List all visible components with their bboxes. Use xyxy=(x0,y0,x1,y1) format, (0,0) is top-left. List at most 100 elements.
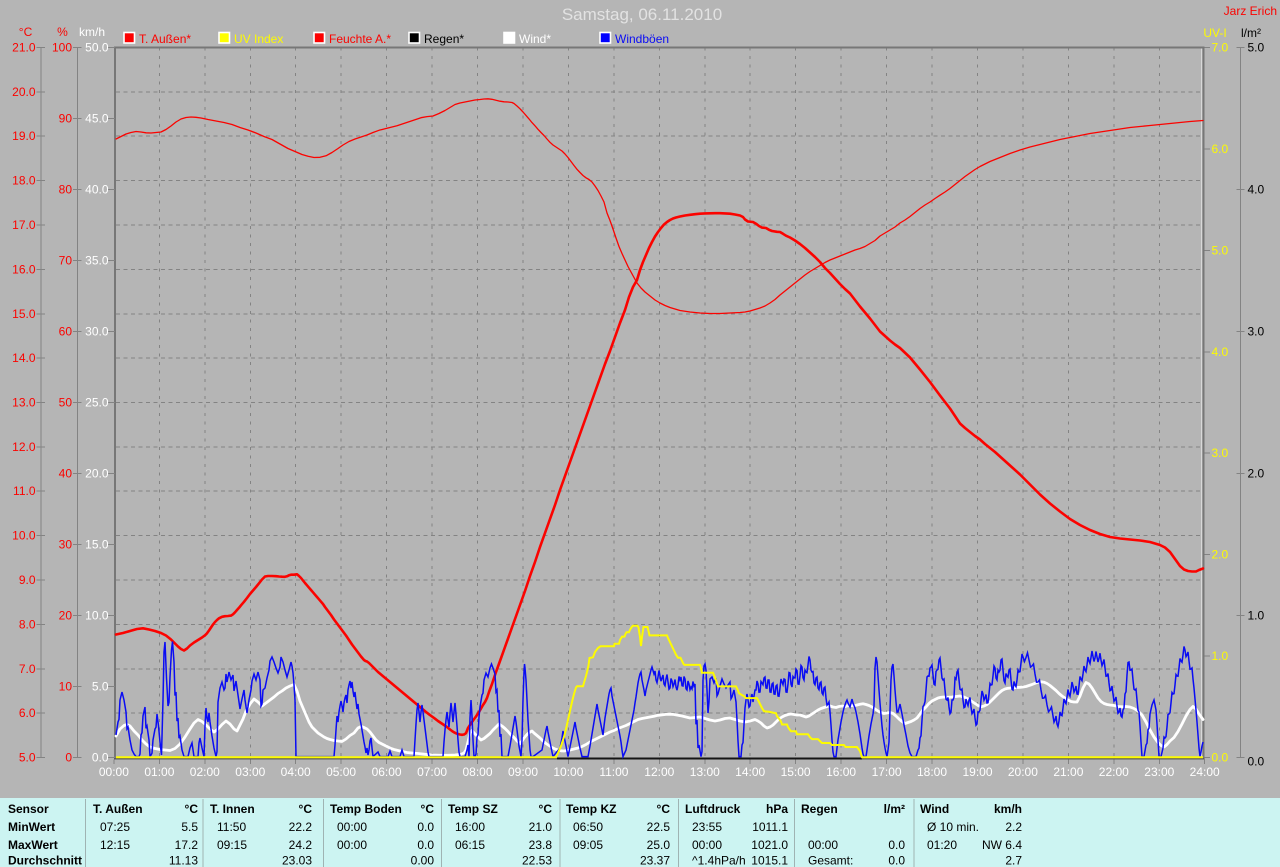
svg-text:°C: °C xyxy=(19,25,33,39)
svg-text:Regen: Regen xyxy=(801,802,838,816)
svg-text:00:00: 00:00 xyxy=(692,838,722,852)
svg-text:25.0: 25.0 xyxy=(647,838,671,852)
svg-text:100: 100 xyxy=(52,41,72,55)
svg-text:12:15: 12:15 xyxy=(100,838,130,852)
svg-text:Gesamt:: Gesamt: xyxy=(808,854,853,867)
svg-text:0.0: 0.0 xyxy=(1248,755,1265,769)
svg-text:50: 50 xyxy=(59,396,73,410)
svg-text:30: 30 xyxy=(59,538,73,552)
svg-text:22.2: 22.2 xyxy=(289,820,313,834)
svg-text:09:00: 09:00 xyxy=(508,765,538,779)
svg-text:15.0: 15.0 xyxy=(12,307,36,321)
svg-text:25.0: 25.0 xyxy=(85,396,109,410)
svg-text:°C: °C xyxy=(657,802,671,816)
svg-text:5.0: 5.0 xyxy=(19,751,36,765)
svg-text:2.7: 2.7 xyxy=(1005,854,1022,867)
svg-text:MinWert: MinWert xyxy=(8,820,55,834)
svg-text:T. Innen: T. Innen xyxy=(210,802,255,816)
svg-text:14.0: 14.0 xyxy=(12,351,36,365)
svg-text:90: 90 xyxy=(59,112,73,126)
svg-text:03:00: 03:00 xyxy=(235,765,265,779)
svg-text:15:00: 15:00 xyxy=(781,765,811,779)
svg-text:22.5: 22.5 xyxy=(647,820,671,834)
svg-text:Regen*: Regen* xyxy=(424,32,464,46)
svg-text:10.0: 10.0 xyxy=(12,529,36,543)
svg-text:8.0: 8.0 xyxy=(19,617,36,631)
svg-text:07:00: 07:00 xyxy=(417,765,447,779)
svg-text:1011.1: 1011.1 xyxy=(752,820,788,834)
svg-text:0.0: 0.0 xyxy=(888,854,905,867)
svg-text:18.0: 18.0 xyxy=(12,174,36,188)
svg-text:2.0: 2.0 xyxy=(1212,548,1229,562)
svg-text:T. Außen: T. Außen xyxy=(93,802,143,816)
svg-text:Samstag, 06.11.2010: Samstag, 06.11.2010 xyxy=(562,5,722,24)
svg-text:Sensor: Sensor xyxy=(8,802,49,816)
svg-text:6.0: 6.0 xyxy=(1212,142,1229,156)
svg-text:20:00: 20:00 xyxy=(1008,765,1038,779)
svg-text:17.0: 17.0 xyxy=(12,218,36,232)
svg-text:00:00: 00:00 xyxy=(337,820,367,834)
svg-text:l/m²: l/m² xyxy=(884,802,905,816)
svg-text:2.0: 2.0 xyxy=(1248,467,1265,481)
svg-text:0.0: 0.0 xyxy=(92,751,109,765)
svg-text:00:00: 00:00 xyxy=(99,765,129,779)
svg-text:0: 0 xyxy=(65,751,72,765)
svg-text:2.2: 2.2 xyxy=(1005,820,1022,834)
svg-text:NW 6.4: NW 6.4 xyxy=(982,838,1022,852)
svg-text:4.0: 4.0 xyxy=(1212,345,1229,359)
svg-text:km/h: km/h xyxy=(79,25,105,39)
svg-text:3.0: 3.0 xyxy=(1212,446,1229,460)
svg-text:7.0: 7.0 xyxy=(1212,41,1229,55)
svg-text:24.2: 24.2 xyxy=(289,838,313,852)
svg-text:19:00: 19:00 xyxy=(962,765,992,779)
svg-text:0.0: 0.0 xyxy=(888,838,905,852)
svg-text:10:00: 10:00 xyxy=(553,765,583,779)
svg-text:^1.4hPa/h: ^1.4hPa/h xyxy=(692,854,746,867)
svg-text:9.0: 9.0 xyxy=(19,573,36,587)
svg-text:Wind: Wind xyxy=(920,802,949,816)
svg-text:09:15: 09:15 xyxy=(217,838,247,852)
svg-text:10: 10 xyxy=(59,680,73,694)
svg-text:l/m²: l/m² xyxy=(1241,26,1261,40)
svg-text:Wind*: Wind* xyxy=(519,32,551,46)
svg-text:13.0: 13.0 xyxy=(12,396,36,410)
svg-text:21:00: 21:00 xyxy=(1053,765,1083,779)
svg-text:°C: °C xyxy=(185,802,199,816)
svg-text:01:20: 01:20 xyxy=(927,838,957,852)
svg-text:23.8: 23.8 xyxy=(529,838,553,852)
svg-text:Durchschnitt: Durchschnitt xyxy=(8,854,82,867)
svg-text:70: 70 xyxy=(59,254,73,268)
svg-text:Luftdruck: Luftdruck xyxy=(685,802,741,816)
svg-text:23:55: 23:55 xyxy=(692,820,722,834)
svg-text:0.0: 0.0 xyxy=(1212,751,1229,765)
svg-text:UV Index: UV Index xyxy=(234,32,283,46)
svg-text:11.0: 11.0 xyxy=(13,484,36,498)
svg-text:1.0: 1.0 xyxy=(1212,649,1229,663)
svg-text:21.0: 21.0 xyxy=(12,41,36,55)
svg-text:0.0: 0.0 xyxy=(417,838,434,852)
svg-text:16:00: 16:00 xyxy=(455,820,485,834)
svg-text:1015.1: 1015.1 xyxy=(751,854,788,867)
svg-text:°C: °C xyxy=(299,802,313,816)
svg-text:20.0: 20.0 xyxy=(85,467,109,481)
svg-text:T. Außen*: T. Außen* xyxy=(139,32,191,46)
svg-text:01:00: 01:00 xyxy=(144,765,174,779)
svg-text:Windböen: Windböen xyxy=(615,32,669,46)
svg-text:23.37: 23.37 xyxy=(640,854,670,867)
svg-text:0.0: 0.0 xyxy=(417,820,434,834)
svg-text:02:00: 02:00 xyxy=(190,765,220,779)
svg-text:16.0: 16.0 xyxy=(12,262,36,276)
svg-text:40: 40 xyxy=(59,467,73,481)
svg-text:20: 20 xyxy=(59,609,73,623)
svg-text:40.0: 40.0 xyxy=(85,183,109,197)
svg-text:09:05: 09:05 xyxy=(573,838,603,852)
svg-text:7.0: 7.0 xyxy=(19,662,36,676)
svg-text:60: 60 xyxy=(59,325,73,339)
svg-text:10.0: 10.0 xyxy=(85,609,109,623)
svg-text:MaxWert: MaxWert xyxy=(8,838,58,852)
svg-text:Feuchte A.*: Feuchte A.* xyxy=(329,32,391,46)
svg-text:06:50: 06:50 xyxy=(573,820,603,834)
svg-text:1.0: 1.0 xyxy=(1248,609,1265,623)
svg-text:22:00: 22:00 xyxy=(1099,765,1129,779)
svg-text:Temp SZ: Temp SZ xyxy=(448,802,498,816)
